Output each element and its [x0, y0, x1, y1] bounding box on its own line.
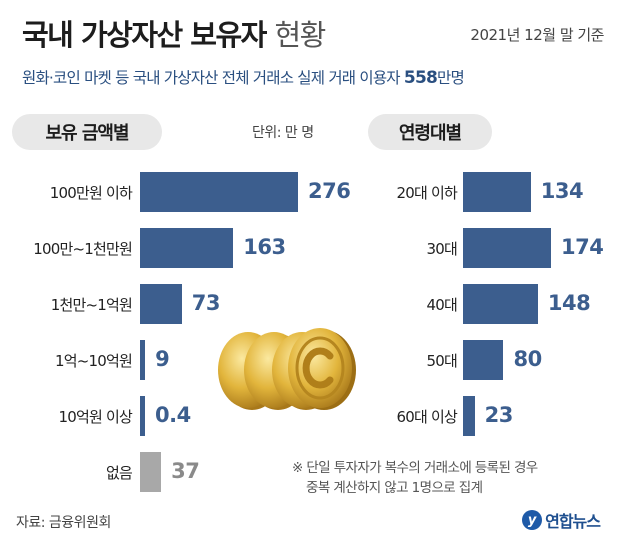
age-bar: [463, 228, 551, 268]
age-category-label: 30대: [426, 240, 458, 258]
subtitle: 원화·코인 마켓 등 국내 가상자산 전체 거래소 실제 거래 이용자 558만…: [22, 66, 465, 88]
amount-category-label: 10억원 이상: [58, 408, 133, 426]
subtitle-number: 558: [403, 68, 438, 88]
amount-category-label: 1천만~1억원: [50, 296, 133, 314]
age-category-label: 50대: [426, 352, 458, 370]
amount-bar: [140, 228, 234, 268]
footnote-line-1: ※ 단일 투자자가 복수의 거래소에 등록된 경우: [292, 460, 538, 476]
amount-category-label: 1억~10억원: [55, 352, 133, 370]
source-label: 자료: 금융위원회: [16, 515, 111, 531]
amount-category-label: 없음: [105, 464, 133, 482]
age-value-label: 148: [547, 291, 591, 315]
page-title: 국내 가상자산 보유자 현황: [22, 12, 326, 54]
age-category-label: 60대 이상: [396, 408, 458, 426]
amount-value-label: 276: [308, 179, 351, 203]
logo: y 연합뉴스: [522, 508, 601, 532]
amount-category-label: 100만~1천만원: [33, 240, 133, 258]
age-category-label: 20대 이하: [396, 184, 458, 202]
amount-value-label: 163: [243, 235, 286, 259]
logo-text: 연합뉴스: [545, 512, 601, 531]
amount-value-label: 0.4: [155, 403, 191, 427]
coin-stack-icon: [218, 328, 356, 410]
subtitle-suffix: 만명: [437, 69, 465, 87]
age-value-label: 134: [540, 179, 584, 203]
title-bold: 국내 가상자산 보유자: [22, 18, 267, 52]
amount-bar: [140, 172, 298, 212]
subtitle-text: 원화·코인 마켓 등 국내 가상자산 전체 거래소 실제 거래 이용자: [22, 69, 401, 87]
amount-bar: [140, 284, 182, 324]
footnote-line-2: 중복 계산하지 않고 1명으로 집계: [306, 480, 483, 496]
age-category-label: 40대: [426, 296, 458, 314]
age-value-label: 174: [561, 235, 604, 259]
age-bar: [463, 396, 475, 436]
amount-category-label: 100만원 이하: [49, 184, 133, 202]
chart-title-amount: 보유 금액별: [12, 114, 162, 150]
age-value-label: 23: [484, 403, 514, 427]
age-value-label: 80: [513, 347, 542, 371]
amount-bar: [140, 340, 146, 380]
logo-icon: y: [522, 510, 543, 530]
title-light: 현황: [274, 18, 326, 52]
amount-value-label: 73: [191, 291, 221, 315]
amount-value-label: 37: [171, 459, 200, 483]
date-label: 2021년 12월 말 기준: [470, 26, 604, 44]
age-bar: [463, 340, 504, 380]
amount-bar: [140, 396, 145, 436]
age-bar: [463, 284, 538, 324]
unit-label: 단위: 만 명: [252, 125, 314, 141]
amount-value-label: 9: [155, 347, 170, 371]
coin-front: [288, 328, 356, 410]
footnote: ※ 단일 투자자가 복수의 거래소에 등록된 경우 중복 계산하지 않고 1명으…: [292, 458, 538, 498]
amount-bar: [140, 452, 162, 492]
age-bar: [463, 172, 531, 212]
chart-title-age: 연령대별: [368, 114, 492, 150]
